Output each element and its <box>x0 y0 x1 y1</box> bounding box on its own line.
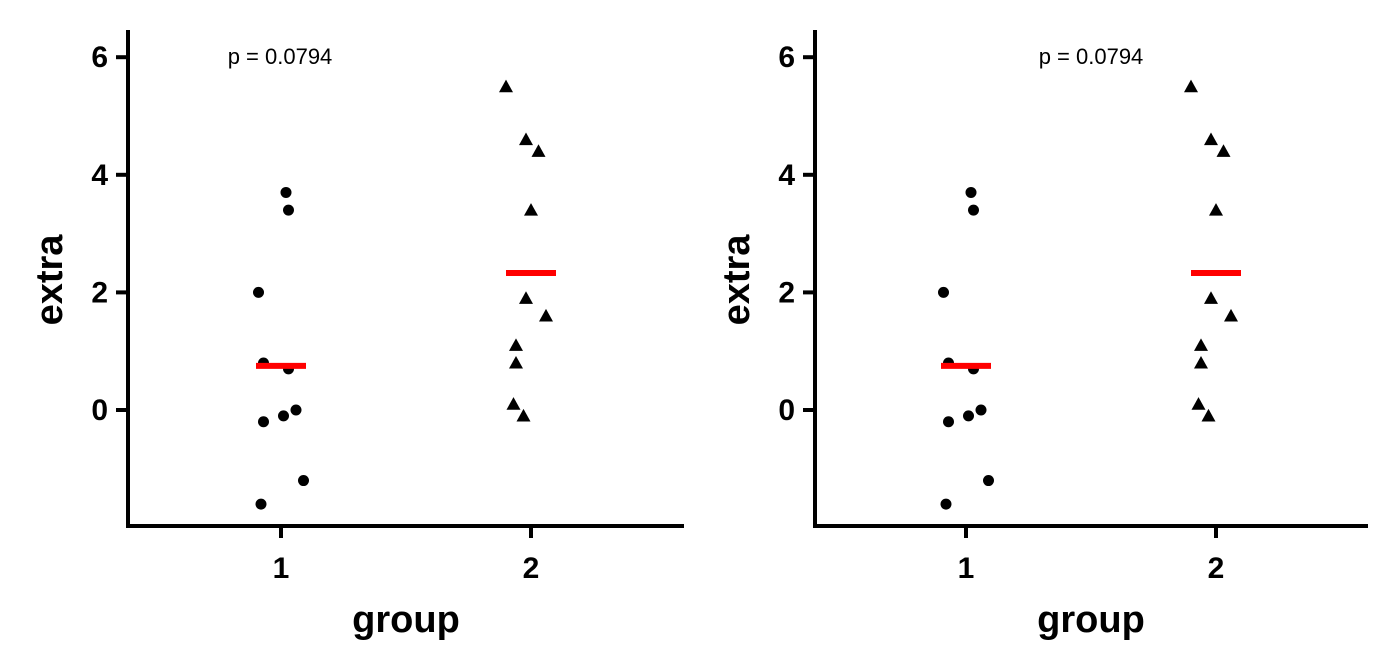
data-point-circle <box>255 498 267 510</box>
y-tick-label: 2 <box>778 276 795 309</box>
chart-panel-2: 0 2 4 6 1 2 group extra p = 0.0794 <box>716 30 1368 641</box>
y-tick-label: 0 <box>91 394 108 427</box>
y-axis-title: extra <box>29 234 71 326</box>
y-axis-title: extra <box>716 234 758 326</box>
y-tick-label: 2 <box>91 276 108 309</box>
y-tick-label: 0 <box>778 394 795 427</box>
data-point-triangle <box>531 144 546 157</box>
x-tick-label: 2 <box>523 552 540 585</box>
y-tick-label: 4 <box>778 159 795 192</box>
data-point-triangle <box>1204 291 1218 304</box>
data-point-triangle <box>499 79 513 93</box>
data-point-triangle <box>1201 408 1216 422</box>
data-point-circle <box>940 498 952 510</box>
data-point-triangle <box>509 338 523 351</box>
data-point-triangle <box>1191 397 1206 410</box>
data-point-triangle <box>1194 338 1208 351</box>
data-point-triangle <box>539 308 553 322</box>
x-tick-label: 2 <box>1208 552 1225 585</box>
data-point-triangle <box>519 291 533 304</box>
x-axis-title: group <box>1037 599 1145 641</box>
data-point-circle <box>938 286 949 298</box>
data-point-triangle <box>1216 144 1231 157</box>
data-point-triangle <box>516 408 531 422</box>
data-point-circle <box>253 286 264 298</box>
data-point-circle <box>283 204 294 216</box>
data-point-circle <box>963 410 974 422</box>
data-point-circle <box>965 186 977 198</box>
data-point-triangle <box>1194 355 1208 369</box>
x-tick-label: 1 <box>273 552 290 585</box>
data-point-circle <box>298 475 309 487</box>
data-point-circle <box>968 204 979 216</box>
data-point-circle <box>280 186 292 198</box>
data-point-triangle <box>519 132 533 146</box>
data-point-triangle <box>1224 308 1238 322</box>
data-point-triangle <box>506 397 521 410</box>
chart-panel-1: 0 2 4 6 1 2 group extra p = 0.0794 <box>29 30 684 641</box>
data-point-circle <box>290 404 302 416</box>
data-point-triangle <box>1184 79 1198 93</box>
x-tick-label: 1 <box>958 552 975 585</box>
data-point-triangle <box>524 203 538 216</box>
data-point-circle <box>975 404 987 416</box>
p-value-annotation: p = 0.0794 <box>1039 44 1144 69</box>
data-point-circle <box>983 475 994 487</box>
data-point-circle <box>943 416 954 428</box>
data-point-triangle <box>1209 203 1223 216</box>
y-tick-label: 6 <box>91 41 108 74</box>
p-value-annotation: p = 0.0794 <box>228 44 333 69</box>
data-point-triangle <box>1204 132 1218 146</box>
data-point-circle <box>278 410 289 422</box>
data-point-triangle <box>509 355 523 369</box>
x-axis-title: group <box>352 599 460 641</box>
y-tick-label: 4 <box>91 159 108 192</box>
data-point-circle <box>258 416 269 428</box>
y-tick-label: 6 <box>778 41 795 74</box>
